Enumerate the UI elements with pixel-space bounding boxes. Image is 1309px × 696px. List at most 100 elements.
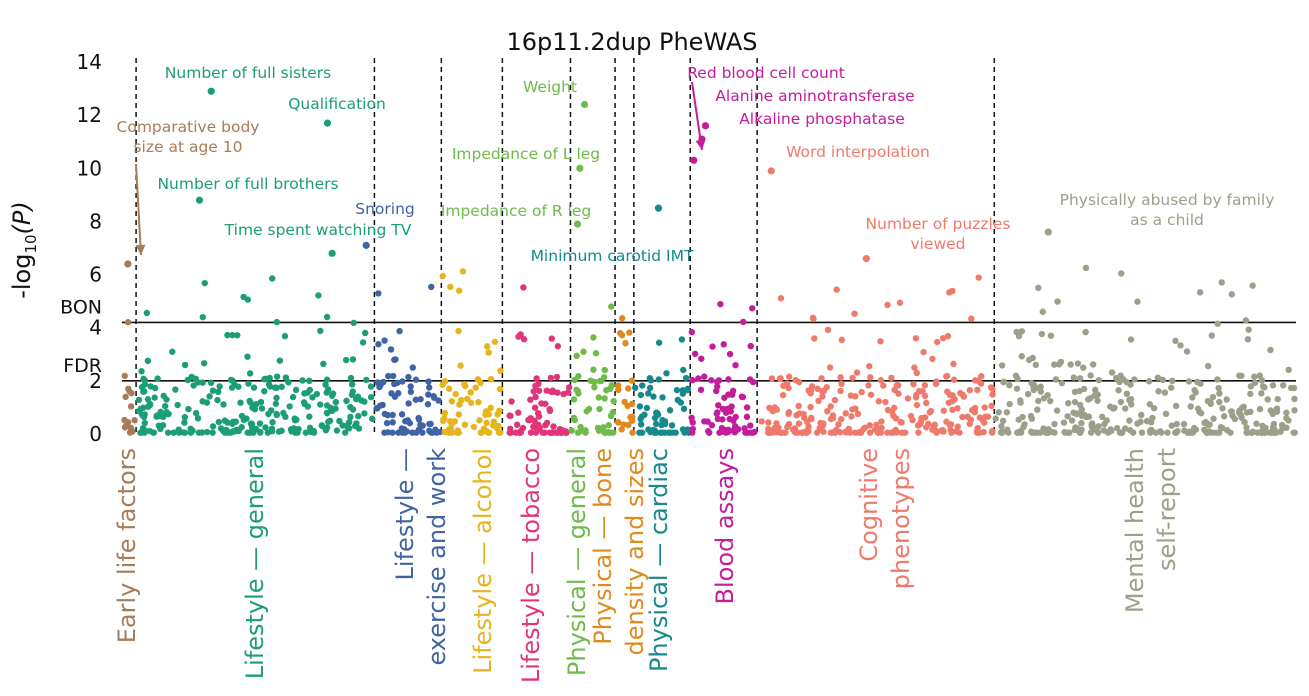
point-cog [954, 423, 961, 430]
point-lifegen [302, 429, 310, 436]
category-label-cog-line-1: Cognitive [855, 448, 883, 562]
point-lifeex [389, 419, 396, 426]
point-mental [1216, 390, 1223, 397]
point-cog [826, 364, 834, 371]
point-mental [1146, 401, 1154, 408]
point-mental [1256, 405, 1264, 413]
point-lifegen [190, 382, 197, 389]
point-blood [695, 375, 702, 382]
point-blood [714, 415, 722, 423]
point-cog [978, 373, 985, 380]
point-lifegen [300, 399, 308, 406]
point-lifealc [452, 390, 459, 398]
point-mental [1065, 429, 1072, 436]
annotation-10-line-1: Minimum carotid IMT [531, 247, 694, 265]
point-cog [974, 424, 981, 432]
point-cog [980, 428, 987, 436]
point-physbone [622, 340, 629, 347]
point-mental [1203, 429, 1210, 436]
point-physgen [580, 348, 587, 355]
point-lifegen [138, 368, 145, 375]
point-mental [1251, 379, 1259, 387]
point-cog [974, 386, 981, 394]
point-lifegen [169, 348, 176, 355]
point-cog [909, 416, 916, 424]
point-lifegen [154, 375, 161, 382]
point-cog [827, 429, 834, 436]
point-cog [771, 424, 779, 431]
point-physcard [679, 387, 687, 394]
point-mental [1123, 379, 1131, 386]
point-lifealc [472, 384, 479, 391]
point-lifegen [325, 386, 332, 393]
point-blood [704, 418, 711, 425]
point-lifetob [507, 412, 514, 420]
point-lifeex [375, 341, 382, 348]
point-lifegen [215, 418, 223, 426]
point-mental [1183, 348, 1191, 355]
point-early [127, 403, 135, 410]
point-cog [897, 418, 904, 426]
point-lifetob [515, 409, 522, 416]
y-tick-4: 4 [89, 316, 102, 340]
point-cog [851, 310, 858, 317]
point-lifetob [552, 429, 560, 436]
point-blood [705, 427, 712, 435]
arrow-red-blood-cell-head [695, 139, 706, 150]
point-lifeex [412, 396, 419, 403]
point-lifegen [161, 402, 169, 410]
point-mental [1247, 390, 1254, 398]
point-mental [1015, 416, 1022, 423]
point-mental [998, 423, 1005, 430]
point-physcard [677, 399, 684, 406]
point-early [131, 417, 138, 424]
point-mental [1127, 395, 1135, 403]
point-mental [1087, 372, 1094, 379]
point-mental [1024, 390, 1032, 398]
point-lifeex [407, 388, 415, 396]
point-lifeex [428, 429, 435, 436]
point-mental [1123, 390, 1131, 398]
point-physbone [625, 385, 632, 392]
point-mental [1168, 422, 1175, 429]
point-mental [1134, 420, 1141, 427]
point-mental [1172, 337, 1179, 345]
point-mental [1034, 406, 1041, 413]
point-cog [880, 382, 887, 389]
annotation-1-line-2: size at age 10 [133, 138, 242, 156]
point-lifeex [395, 390, 402, 397]
point-physcard [680, 366, 687, 374]
point-mental [1047, 397, 1054, 405]
category-label-mental-line-2: self-report [1153, 448, 1181, 571]
point-lifetob [530, 423, 537, 430]
point-lifegen [326, 417, 334, 424]
annotation-3: Qualification [288, 95, 386, 113]
point-cog [847, 392, 855, 399]
point-mental [1071, 398, 1079, 406]
point-cog [884, 429, 891, 436]
annotation-15: Number of puzzles viewed [866, 215, 1011, 253]
annotation-7-line-1: Weight [523, 78, 577, 96]
point-early [126, 388, 133, 395]
point-cog [833, 286, 840, 293]
point-lifegen [361, 410, 368, 417]
point-mental [1018, 353, 1026, 360]
point-lifeex [399, 378, 406, 385]
point-lifeex [405, 400, 412, 407]
point-lifetob [535, 413, 543, 420]
point-lifegen [368, 415, 376, 422]
category-label-early: Early life factors [113, 448, 141, 643]
threshold-label-bon: BON [60, 296, 102, 318]
point-lifegen [181, 361, 189, 369]
point-mental [1035, 284, 1042, 292]
point-mental [1058, 379, 1066, 387]
point-mental [1273, 408, 1281, 415]
point-cog [795, 402, 802, 410]
point-mental [1209, 393, 1217, 401]
point-cog [884, 406, 892, 414]
point-lifealc [441, 377, 449, 385]
point-lifetob [527, 429, 535, 436]
point-lifegen [140, 413, 148, 421]
point-physcard [666, 407, 674, 414]
point-cog [849, 406, 856, 413]
